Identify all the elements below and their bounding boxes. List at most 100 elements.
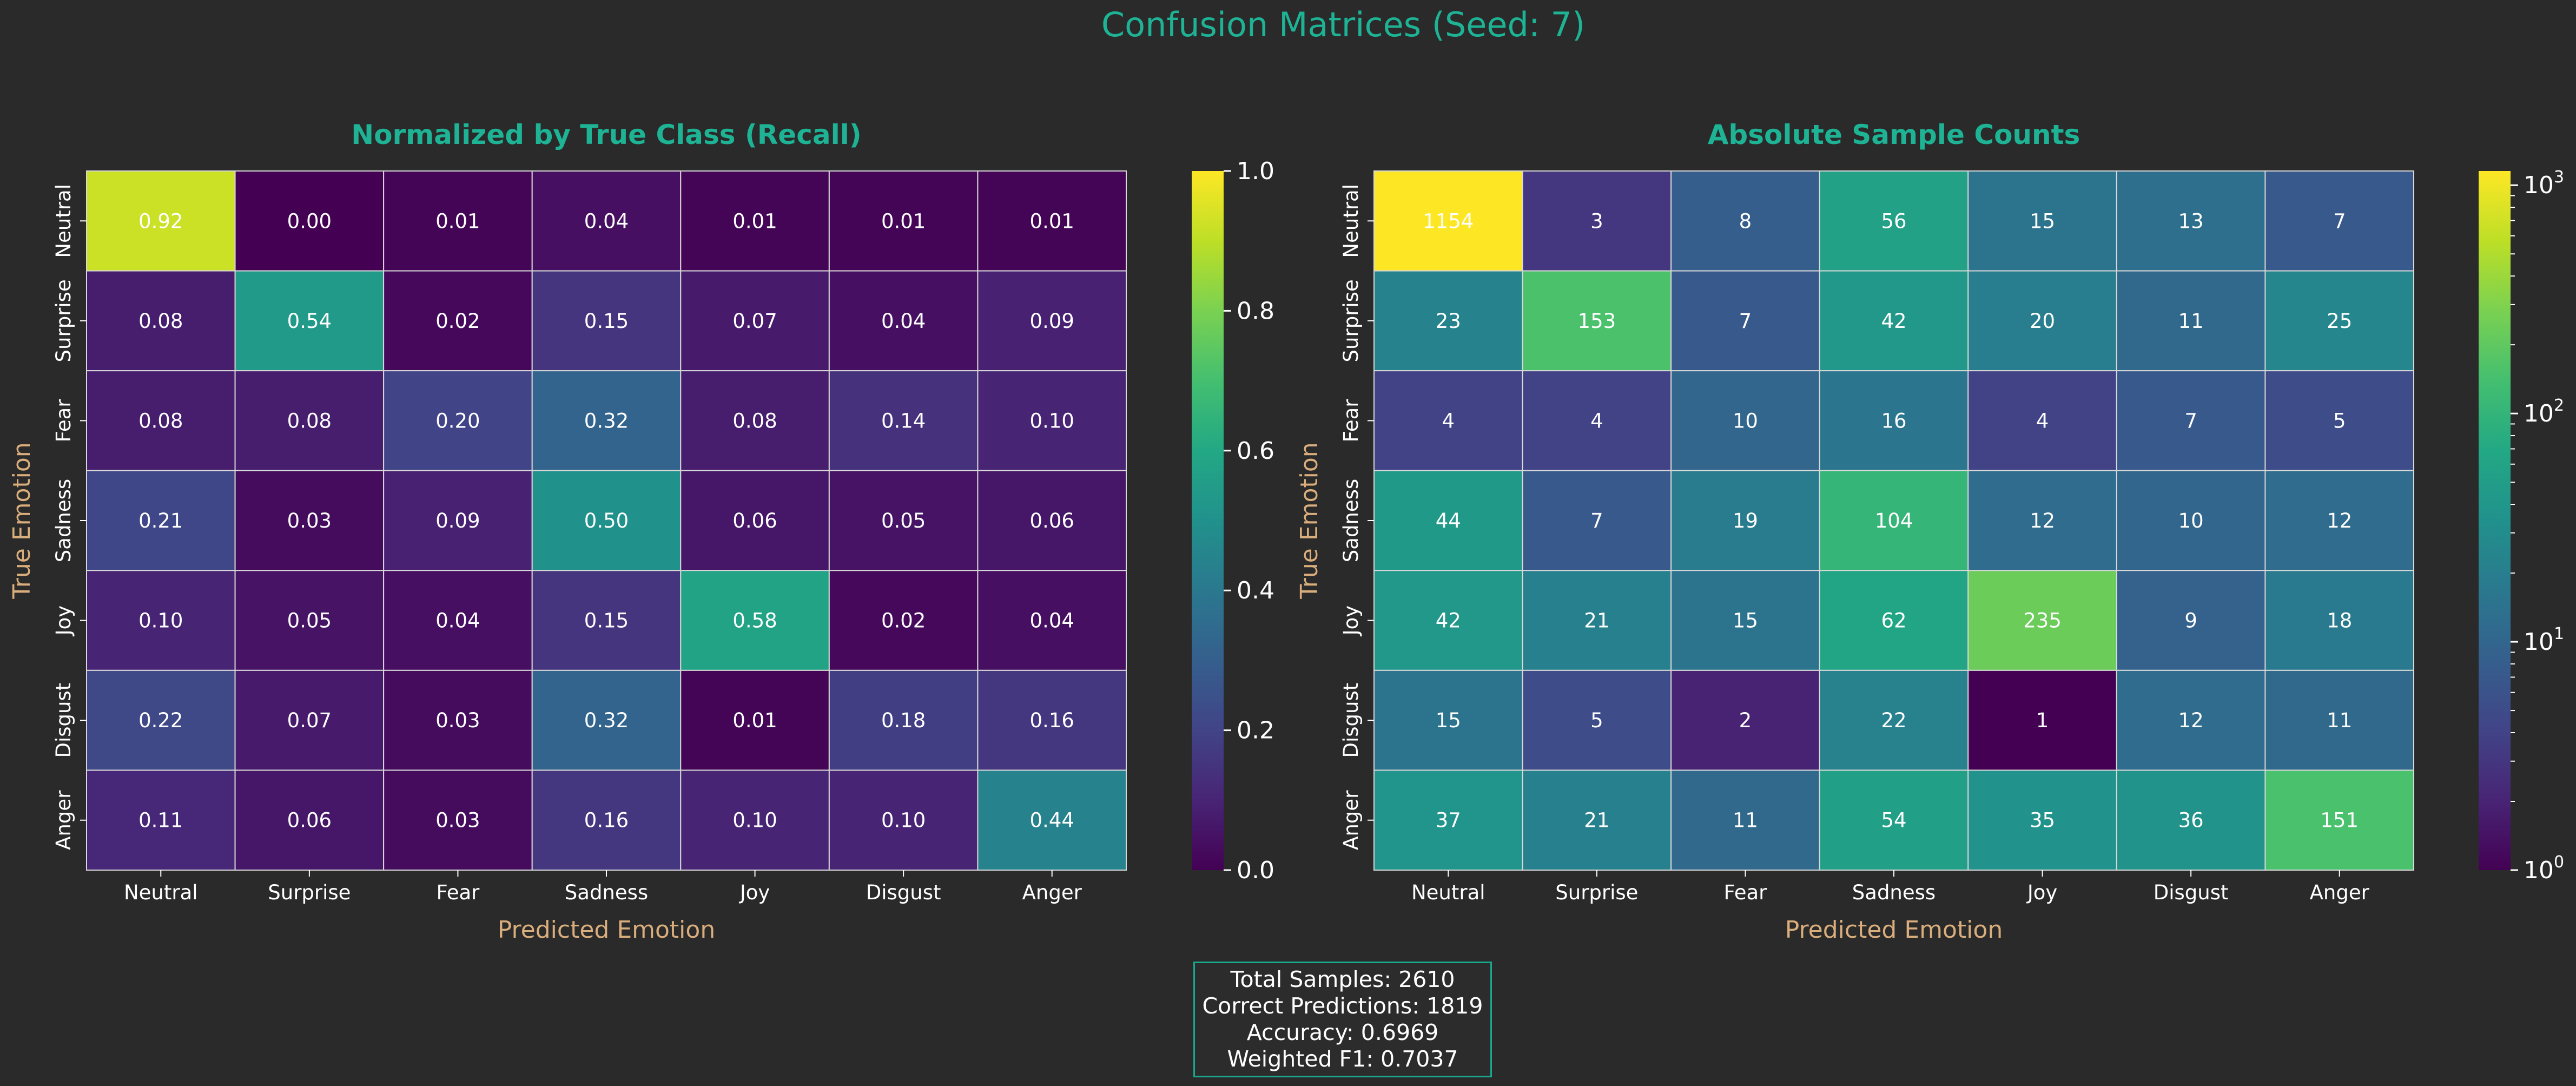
heatmap-cell <box>828 370 979 471</box>
heatmap-cell <box>2264 370 2415 471</box>
cell-label: 42 <box>1436 609 1461 633</box>
cell-label: 0.44 <box>1030 809 1074 832</box>
cell-label: 0.07 <box>287 709 332 732</box>
heatmap-cell <box>680 170 830 272</box>
y-tick-label: Surprise <box>52 279 75 362</box>
cell-label: 0.10 <box>1030 409 1074 432</box>
heatmap-cell <box>1522 170 1672 272</box>
heatmap-cell <box>86 769 236 871</box>
cell-label: 0.03 <box>435 709 480 732</box>
heatmap-cell <box>680 270 830 372</box>
cell-label: 0.10 <box>138 609 183 633</box>
x-tick-label: Neutral <box>124 881 198 904</box>
cell-label: 7 <box>2184 409 2197 432</box>
heatmap-cell <box>2264 669 2415 771</box>
cell-label: 0.01 <box>881 209 926 233</box>
heatmap-cell <box>1819 669 1969 771</box>
cell-label: 16 <box>1881 409 1906 432</box>
heatmap-cell <box>531 370 682 471</box>
heatmap-recall-panel: Normalized by True Class (Recall) 0.92 0.0… <box>8 119 1274 944</box>
cell-label: 0.20 <box>435 409 480 432</box>
heatmap-cell <box>828 470 979 571</box>
cell-label: 0.14 <box>881 409 926 432</box>
cell-label: 0.04 <box>1030 609 1074 633</box>
x-tick-label: Joy <box>739 881 770 904</box>
y-tick-label: Disgust <box>52 683 75 758</box>
heatmap-cell <box>977 270 1127 372</box>
cell-label: 15 <box>1436 709 1461 732</box>
heatmap-cell <box>2116 170 2266 272</box>
heatmap-cell <box>383 769 533 871</box>
cell-label: 0.01 <box>732 209 777 233</box>
cell-label: 0.04 <box>584 209 629 233</box>
y-tick-label: Disgust <box>1339 683 1363 758</box>
heatmap-cell <box>1373 769 1523 871</box>
heatmap-cell <box>383 370 533 471</box>
colorbar-tick-label: 0.6 <box>1237 437 1274 465</box>
y-tick-label: Anger <box>52 790 75 850</box>
cell-label: 35 <box>2030 809 2055 832</box>
heatmap-cell <box>2264 570 2415 671</box>
cell-label: 7 <box>2333 209 2346 233</box>
heatmap-cell <box>1522 270 1672 372</box>
y-tick-label: Neutral <box>1339 184 1363 258</box>
heatmap-cell <box>86 170 236 272</box>
cell-label: 11 <box>2178 310 2204 333</box>
heatmap-cell <box>86 669 236 771</box>
y-axis-label: True Emotion <box>1296 442 1323 599</box>
colorbar-tick-label: 101 <box>2524 624 2564 656</box>
cell-label: 0.01 <box>1030 209 1074 233</box>
heatmap-cell <box>1522 769 1672 871</box>
heatmap-cell <box>2116 669 2266 771</box>
heatmap-cell <box>1373 470 1523 571</box>
heatmap-cell <box>828 170 979 272</box>
heatmap-cell <box>531 170 682 272</box>
cell-label: 104 <box>1875 509 1913 532</box>
cell-label: 15 <box>2030 209 2055 233</box>
heatmap-cell <box>1373 270 1523 372</box>
heatmap-cell <box>2264 270 2415 372</box>
cell-label: 0.05 <box>287 609 332 633</box>
heatmap-cell <box>1967 470 2117 571</box>
cell-label: 44 <box>1436 509 1461 532</box>
x-tick-label: Neutral <box>1411 881 1485 904</box>
heatmap-cell <box>86 570 236 671</box>
heatmap-cell <box>234 170 385 272</box>
heatmap-cell <box>1670 769 1820 871</box>
y-tick-label: Neutral <box>52 184 75 258</box>
x-axis-label: Predicted Emotion <box>1785 916 2003 944</box>
cell-label: 0.92 <box>138 209 183 233</box>
panel-title: Normalized by True Class (Recall) <box>351 119 861 150</box>
y-tick-label: Fear <box>1339 399 1363 443</box>
cell-label: 10 <box>1733 409 1758 432</box>
colorbar-tick-label: 102 <box>2524 396 2564 427</box>
cell-label: 0.08 <box>287 409 332 432</box>
colorbar-tick-label: 0.2 <box>1237 717 1274 745</box>
colorbar-tick-label: 100 <box>2524 853 2564 884</box>
heatmap-cell <box>2264 170 2415 272</box>
heatmap-cell <box>234 470 385 571</box>
cell-label: 0.32 <box>584 709 629 732</box>
heatmap-cell <box>680 769 830 871</box>
heatmap-cell <box>828 270 979 372</box>
colorbar-tick-label: 0.4 <box>1237 577 1274 604</box>
heatmap-cell <box>383 170 533 272</box>
cell-label: 0.32 <box>584 409 629 432</box>
x-axis-label: Predicted Emotion <box>498 916 715 944</box>
heatmap-cell <box>86 370 236 471</box>
cell-label: 12 <box>2178 709 2204 732</box>
heatmap-cell <box>234 370 385 471</box>
cell-label: 0.01 <box>732 709 777 732</box>
cell-label: 13 <box>2178 209 2204 233</box>
stat-accuracy: Accuracy: 0.6969 <box>1246 1019 1439 1045</box>
cell-label: 0.10 <box>732 809 777 832</box>
heatmap-cell <box>1967 769 2117 871</box>
colorbar-tick-label: 103 <box>2524 168 2564 199</box>
cell-label: 4 <box>1442 409 1455 432</box>
cell-label: 1 <box>2036 709 2049 732</box>
heatmap-cell <box>1522 370 1672 471</box>
cell-label: 18 <box>2327 609 2352 633</box>
colorbar <box>1192 171 1224 870</box>
cell-label: 19 <box>1733 509 1758 532</box>
